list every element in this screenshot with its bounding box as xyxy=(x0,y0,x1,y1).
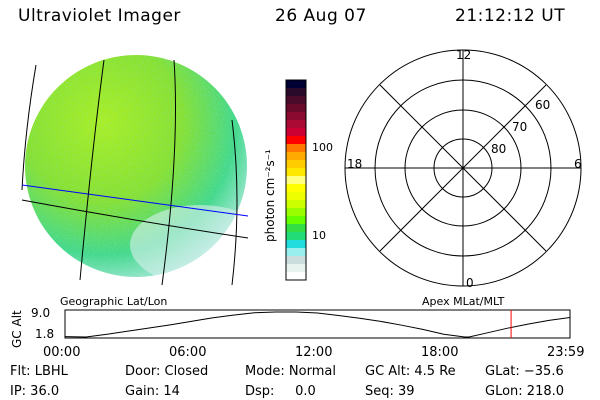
status-field: IP: 36.0 xyxy=(10,384,60,399)
colorbar-label: photon cm⁻²s⁻¹ xyxy=(263,149,277,242)
x-tick: 12:00 xyxy=(295,345,333,360)
colorbar-swatch xyxy=(286,216,306,225)
geo-label: Geographic Lat/Lon xyxy=(60,295,168,308)
lat-70: 70 xyxy=(512,120,528,134)
colorbar-swatch xyxy=(286,104,306,113)
x-tick: 00:00 xyxy=(43,345,81,360)
mlt-6: 6 xyxy=(574,157,582,171)
x-tick: 23:59 xyxy=(547,345,585,360)
colorbar-swatch xyxy=(286,192,306,201)
status-field: GLon: 218.0 xyxy=(485,384,565,399)
colorbar-swatch xyxy=(286,232,306,241)
colorbar-swatch xyxy=(286,208,306,217)
geo-grid xyxy=(21,59,249,286)
colorbar-swatch xyxy=(286,264,306,273)
x-tick: 06:00 xyxy=(169,345,207,360)
date-label: 26 Aug 07 xyxy=(275,6,367,26)
instrument-title: Ultraviolet Imager xyxy=(18,6,181,26)
colorbar-swatch xyxy=(286,240,306,249)
status-field: Mode: Normal xyxy=(245,364,336,379)
colorbar-swatch xyxy=(286,168,306,177)
lat-60: 60 xyxy=(535,98,551,112)
colorbar-swatch xyxy=(286,136,306,145)
colorbar-swatch xyxy=(286,112,306,121)
colorbar-swatch xyxy=(286,80,306,89)
colorbar-swatch xyxy=(286,184,306,193)
colorbar-swatch xyxy=(286,224,306,233)
colorbar-swatch xyxy=(286,248,306,257)
status-field: Dsp: 0.0 xyxy=(245,384,316,399)
status-field: Seq: 39 xyxy=(365,384,415,399)
y-tick: 1.8 xyxy=(35,327,55,341)
status-field: GLat: −35.6 xyxy=(485,364,564,379)
uv-image-disc xyxy=(25,55,247,277)
apex-label: Apex MLat/MLT xyxy=(422,295,505,308)
status-field: Gain: 14 xyxy=(125,384,180,399)
colorbar-swatch xyxy=(286,200,306,209)
colorbar-swatch xyxy=(286,128,306,137)
terminator-line xyxy=(21,184,249,217)
mlt-18: 18 xyxy=(347,157,363,171)
colorbar-tick: 100 xyxy=(312,141,333,154)
colorbar xyxy=(285,79,307,281)
lat-80: 80 xyxy=(491,142,507,156)
colorbar-swatch xyxy=(286,120,306,129)
altitude-line xyxy=(64,311,571,338)
mlt-12: 12 xyxy=(456,48,472,62)
status-field: GC Alt: 4.5 Re xyxy=(365,364,456,379)
colorbar-swatch xyxy=(286,152,306,161)
colorbar-swatch xyxy=(286,176,306,185)
status-field: Flt: LBHL xyxy=(10,364,68,379)
y-axis-label: GC Alt xyxy=(10,310,24,348)
colorbar-swatch xyxy=(286,144,306,153)
x-tick: 18:00 xyxy=(421,345,459,360)
colorbar-swatch xyxy=(286,256,306,265)
y-tick: 9.0 xyxy=(31,306,51,320)
altitude-plot-frame xyxy=(64,309,571,339)
mlt-0: 0 xyxy=(466,276,474,290)
time-label: 21:12:12 UT xyxy=(455,6,566,26)
colorbar-swatch xyxy=(286,96,306,105)
colorbar-swatch xyxy=(286,88,306,97)
status-field: Door: Closed xyxy=(125,364,209,379)
colorbar-swatch xyxy=(286,160,306,169)
colorbar-tick: 10 xyxy=(312,229,326,242)
colorbar-swatch xyxy=(286,272,306,281)
polar-grid xyxy=(344,49,582,287)
